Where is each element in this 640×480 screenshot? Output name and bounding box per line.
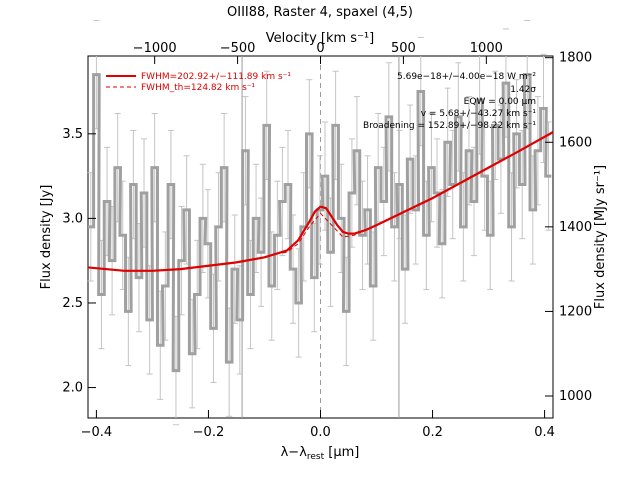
x-tick-label: 0.2 — [422, 425, 443, 440]
y-tick-label: 3.0 — [62, 211, 83, 226]
total-fit-curve — [87, 131, 554, 272]
fit-curves — [87, 131, 554, 272]
top-tick-label: 0 — [316, 41, 324, 56]
axis-ticks: −0.4 −0.2 0.0 0.2 0.4 2.0 2.5 3.0 3.5 −1000 −500 0 5… — [62, 41, 592, 440]
legend-label-fwhm: FWHM=202.92+/−111.89 km s⁻¹ — [141, 72, 291, 82]
x-axis-label: λ−λrest [μm] — [281, 445, 360, 462]
thermal-fit-curve — [275, 212, 366, 255]
legend-label-fwhm-th: FWHM_th=124.82 km s⁻¹ — [141, 83, 256, 93]
annotation-broadening: Broadening = 152.89+/−98.22 km s⁻¹ — [363, 121, 536, 131]
right-tick-label: 1600 — [559, 135, 592, 150]
y-tick-label: 2.5 — [62, 296, 83, 311]
annotation-velocity: v = 5.68+/−43.27 km s⁻¹ — [421, 109, 537, 119]
annotation-line-flux: 5.69e−18+/−4.00e−18 W m⁻² — [397, 72, 536, 82]
x-tick-label: 0.4 — [534, 425, 555, 440]
spectrum-series — [87, 19, 552, 426]
annotation-eqw: EQW = 0.00 μm — [464, 97, 536, 107]
right-tick-label: 1400 — [559, 220, 592, 235]
top-tick-label: −500 — [220, 41, 256, 56]
top-axis-label: Velocity [km s⁻¹] — [266, 31, 374, 46]
spectrum-histogram — [88, 73, 552, 373]
y-tick-label: 3.5 — [62, 127, 83, 142]
y-tick-label: 2.0 — [62, 381, 83, 396]
top-tick-label: 500 — [391, 41, 416, 56]
x-tick-label: −0.2 — [193, 425, 225, 440]
right-tick-label: 1200 — [559, 304, 592, 319]
annotation-sigma: 1.42σ — [510, 85, 536, 95]
x-tick-label: 0.0 — [310, 425, 331, 440]
right-tick-label: 1000 — [559, 389, 592, 404]
y-axis-label: Flux density [Jy] — [39, 185, 54, 290]
chart-title: OIII88, Raster 4, spaxel (4,5) — [227, 5, 413, 20]
right-tick-label: 1800 — [559, 51, 592, 66]
x-tick-label: −0.4 — [81, 425, 113, 440]
top-tick-label: 1000 — [470, 41, 503, 56]
top-tick-label: −1000 — [133, 41, 177, 56]
right-axis-label: Flux density [MJy sr⁻¹] — [593, 165, 608, 309]
